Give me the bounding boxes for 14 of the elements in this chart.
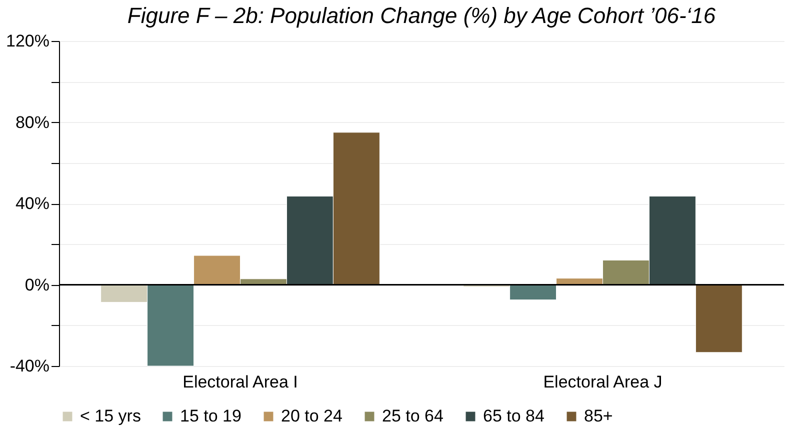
y-tick-label: 80% [15, 112, 50, 132]
legend-label: 25 to 64 [382, 406, 444, 426]
legend-label: < 15 yrs [80, 406, 141, 426]
legend-label: 65 to 84 [483, 406, 544, 426]
legend-label: 20 to 24 [281, 406, 342, 426]
x-tick-label: Electoral Area J [543, 372, 662, 392]
y-tick-label: 0% [24, 275, 50, 294]
x-tick-label: Electoral Area I [182, 372, 298, 392]
legend-label: 85+ [584, 406, 613, 426]
y-tick-label: 40% [15, 194, 50, 213]
y-tick-label: -40% [10, 356, 50, 376]
legend-label: 15 to 19 [180, 406, 242, 426]
chart-title: Figure F – 2b: Population Change (%) by Age Cohort ’06-‘16 [127, 3, 716, 28]
y-tick-label: 120% [6, 32, 50, 50]
